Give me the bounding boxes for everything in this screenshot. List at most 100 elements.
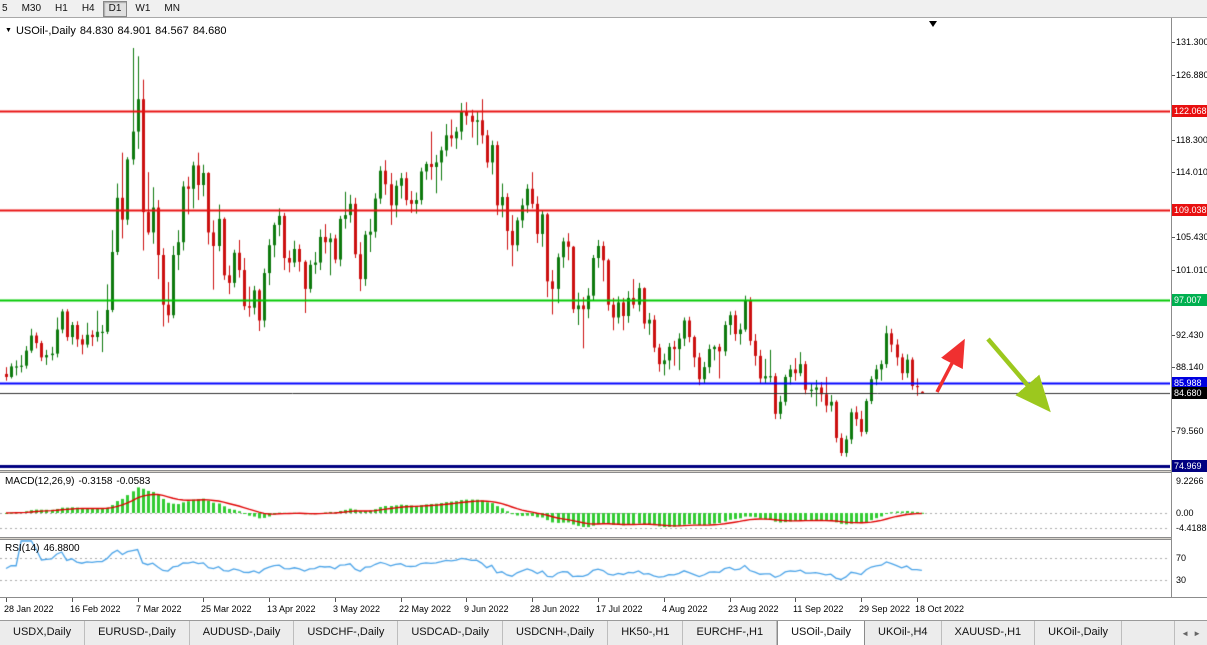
price-line-label: 74.969: [1172, 460, 1207, 472]
chart-title: ▼ USOil-,Daily 84.830 84.901 84.567 84.680: [5, 25, 230, 37]
price-axis-label: 114.010: [1176, 167, 1207, 177]
time-axis-label: 3 May 2022: [333, 604, 381, 614]
time-axis-tick: [917, 598, 918, 602]
chart-tab-ukoil-daily[interactable]: UKOil-,Daily: [1035, 621, 1123, 645]
macd-sign-value: -0.0583: [116, 476, 151, 487]
timeframe-buttons: 5 M30 H1 H4 D1 W1 MN: [0, 0, 187, 17]
ohlc-close: 84.680: [192, 25, 227, 37]
time-axis-label: 13 Apr 2022: [267, 604, 316, 614]
chart-tab-usdcad-daily[interactable]: USDCAD-,Daily: [398, 621, 503, 645]
price-axis-tick: [1172, 335, 1175, 336]
rsi-name: RSI(14): [5, 543, 40, 554]
time-axis-tick: [6, 598, 7, 602]
price-axis-label: 101.010: [1176, 265, 1207, 275]
time-axis-label: 16 Feb 2022: [70, 604, 121, 614]
timeframe-button-h1[interactable]: H1: [55, 2, 68, 14]
panel-splitter[interactable]: [0, 537, 1207, 540]
price-axis-tick: [1172, 237, 1175, 238]
chart-tab-usoil-daily[interactable]: USOil-,Daily: [777, 621, 866, 645]
price-line-label: 85.988: [1172, 377, 1207, 389]
price-axis-label: 92.430: [1176, 330, 1204, 340]
time-axis-label: 11 Sep 2022: [793, 604, 844, 614]
timeframe-button-mn[interactable]: MN: [164, 2, 180, 14]
time-axis-tick: [532, 598, 533, 602]
time-axis-label: 4 Aug 2022: [662, 604, 708, 614]
timeframe-button-h4[interactable]: H4: [81, 2, 95, 14]
time-axis[interactable]: 28 Jan 2022 16 Feb 2022 7 Mar 2022 25 Mar 2…: [0, 598, 1170, 620]
time-axis-label: 28 Jun 2022: [530, 604, 580, 614]
chart-symbol: USOil-,Daily: [15, 25, 76, 37]
price-line-label: 122.068: [1172, 105, 1207, 117]
chart-tab-xauusd-h1[interactable]: XAUUSD-,H1: [942, 621, 1036, 645]
rsi-panel-canvas[interactable]: [0, 540, 1170, 597]
macd-name: MACD(12,26,9): [5, 476, 75, 487]
tab-scroll-controls: ◄ ►: [1174, 621, 1207, 645]
time-axis-tick: [664, 598, 665, 602]
time-axis-tick: [598, 598, 599, 602]
price-axis-tick: [1172, 431, 1175, 432]
chart-tab-ukoil-h4[interactable]: UKOil-,H4: [865, 621, 942, 645]
chart-tab-eurchf-h1[interactable]: EURCHF-,H1: [683, 621, 778, 645]
price-axis-tick: [1172, 270, 1175, 271]
time-axis-label: 9 Jun 2022: [464, 604, 509, 614]
macd-axis-label: -4.4188: [1176, 523, 1207, 533]
timeframe-button-w1[interactable]: W1: [135, 2, 151, 14]
rsi-axis-label: 70: [1176, 553, 1187, 563]
chart-tab-audusd-daily[interactable]: AUDUSD-,Daily: [190, 621, 295, 645]
panel-splitter[interactable]: [0, 470, 1207, 473]
timeframe-button-d1[interactable]: D1: [102, 0, 128, 17]
price-axis-label: 88.140: [1176, 362, 1204, 372]
time-axis-tick: [203, 598, 204, 602]
rsi-axis-label: 30: [1176, 575, 1187, 585]
rsi-indicator-label: RSI(14) 46.8800: [5, 543, 84, 554]
chart-tabs: USDX,Daily EURUSD-,Daily AUDUSD-,Daily USDC…: [0, 621, 1174, 645]
chart-tab-hk50-h1[interactable]: HK50-,H1: [608, 621, 684, 645]
time-axis-tick: [138, 598, 139, 602]
macd-panel-canvas[interactable]: [0, 473, 1170, 537]
chart-dropdown-icon[interactable]: ▼: [5, 27, 12, 34]
timeframe-button-m30[interactable]: M30: [21, 2, 42, 14]
time-axis-tick: [72, 598, 73, 602]
price-line-label: 97.007: [1172, 294, 1207, 306]
price-axis-label: 118.300: [1176, 135, 1207, 145]
price-axis[interactable]: 131.300 126.880 122.068 118.300 114.010 109.0…: [1171, 18, 1207, 597]
tab-scroll-right-icon[interactable]: ►: [1193, 628, 1201, 638]
macd-axis-label: 9.2266: [1176, 476, 1204, 486]
macd-indicator-label: MACD(12,26,9) -0.3158 -0.0583: [5, 476, 154, 487]
chart-tab-usdcnh-daily[interactable]: USDCNH-,Daily: [503, 621, 609, 645]
time-axis-tick: [466, 598, 467, 602]
chart-tab-usdx-daily[interactable]: USDX,Daily: [0, 621, 86, 645]
macd-main-value: -0.3158: [78, 476, 113, 487]
price-line-label: 84.680: [1172, 387, 1207, 399]
macd-axis-label: 0.00: [1176, 508, 1194, 518]
price-axis-label: 126.880: [1176, 70, 1207, 80]
ohlc-high: 84.901: [117, 25, 152, 37]
ohlc-open: 84.830: [79, 25, 114, 37]
timeframe-button-5[interactable]: 5: [2, 2, 8, 14]
chart-tab-usdchf-daily[interactable]: USDCHF-,Daily: [294, 621, 399, 645]
chart-tab-bar: USDX,Daily EURUSD-,Daily AUDUSD-,Daily USDC…: [0, 620, 1207, 645]
time-axis-border: [0, 597, 1207, 598]
time-axis-label: 18 Oct 2022: [915, 604, 965, 614]
time-axis-tick: [730, 598, 731, 602]
time-axis-label: 29 Sep 2022: [859, 604, 911, 614]
tab-scroll-left-icon[interactable]: ◄: [1181, 628, 1190, 638]
price-axis-tick: [1172, 140, 1175, 141]
timeframe-toolbar: 5 M30 H1 H4 D1 W1 MN: [0, 0, 1207, 18]
time-axis-tick: [269, 598, 270, 602]
price-axis-tick: [1172, 367, 1175, 368]
time-axis-label: 22 May 2022: [399, 604, 452, 614]
price-axis-tick: [1172, 42, 1175, 43]
price-axis-label: 105.430: [1176, 232, 1207, 242]
time-axis-tick: [335, 598, 336, 602]
time-axis-label: 28 Jan 2022: [4, 604, 54, 614]
time-axis-tick: [861, 598, 862, 602]
price-shift-marker[interactable]: [929, 21, 937, 27]
time-axis-tick: [795, 598, 796, 602]
price-chart-canvas[interactable]: [0, 18, 1170, 470]
chart-tab-eurusd-daily[interactable]: EURUSD-,Daily: [85, 621, 190, 645]
time-axis-label: 25 Mar 2022: [201, 604, 252, 614]
time-axis-tick: [401, 598, 402, 602]
rsi-value: 46.8800: [43, 543, 80, 554]
